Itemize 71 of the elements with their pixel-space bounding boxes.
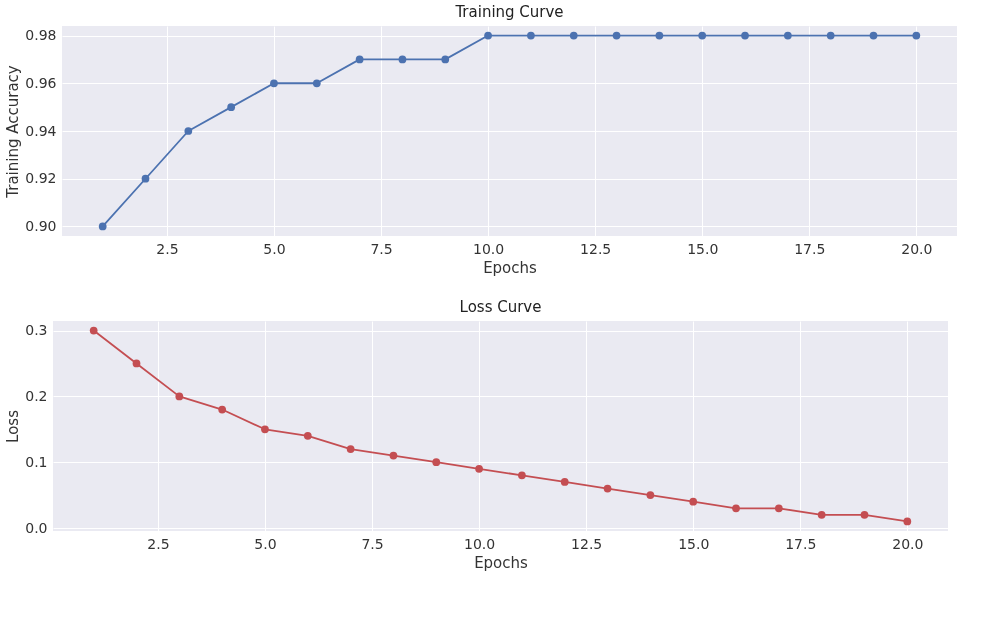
y-axis-title: Training Accuracy bbox=[4, 65, 23, 199]
point bbox=[646, 491, 655, 499]
y-tick-label: 0.90 bbox=[25, 217, 57, 234]
point bbox=[869, 31, 878, 40]
y-axis-title: Loss bbox=[4, 409, 23, 443]
point bbox=[698, 31, 707, 40]
point bbox=[175, 392, 184, 401]
y-tick-label: 0.0 bbox=[25, 519, 48, 536]
x-axis-title: Epochs bbox=[483, 258, 538, 277]
point bbox=[817, 511, 826, 519]
point bbox=[227, 103, 236, 111]
point bbox=[774, 504, 783, 513]
y-tick-label: 0.94 bbox=[25, 122, 57, 139]
y-tick-label: 0.1 bbox=[25, 453, 48, 470]
x-tick-label: 15.0 bbox=[687, 240, 719, 257]
point bbox=[346, 445, 355, 453]
x-tick-label: 12.5 bbox=[571, 535, 603, 552]
y-tick-label: 0.98 bbox=[25, 27, 57, 44]
y-tick-label: 0.96 bbox=[25, 74, 57, 91]
point bbox=[741, 31, 749, 40]
x-tick-label: 15.0 bbox=[678, 535, 710, 552]
point bbox=[560, 478, 569, 486]
point bbox=[261, 425, 269, 434]
point bbox=[132, 359, 141, 368]
point bbox=[569, 31, 578, 40]
point bbox=[218, 405, 227, 414]
point bbox=[303, 432, 312, 440]
point bbox=[141, 174, 150, 183]
x-tick-label: 2.5 bbox=[156, 240, 179, 257]
point bbox=[527, 31, 535, 40]
x-tick-label: 5.0 bbox=[254, 535, 277, 552]
point bbox=[612, 31, 621, 40]
point bbox=[518, 471, 526, 480]
x-tick-label: 5.0 bbox=[263, 240, 286, 257]
point bbox=[655, 31, 664, 40]
x-tick-label: 7.5 bbox=[361, 535, 384, 552]
x-tick-label: 12.5 bbox=[580, 240, 612, 257]
x-tick-label: 17.5 bbox=[785, 535, 817, 552]
chart-title: Training Curve bbox=[454, 3, 564, 21]
point bbox=[860, 511, 869, 519]
x-tick-label: 17.5 bbox=[794, 240, 826, 257]
point bbox=[398, 55, 407, 64]
y-tick-label: 0.2 bbox=[25, 387, 48, 404]
point bbox=[783, 31, 792, 40]
point bbox=[912, 31, 921, 40]
point bbox=[475, 464, 483, 473]
point bbox=[826, 31, 835, 40]
y-tick-label: 0.3 bbox=[25, 322, 48, 339]
x-tick-label: 20.0 bbox=[892, 535, 924, 552]
point bbox=[89, 326, 98, 335]
point bbox=[689, 497, 698, 506]
x-axis-title: Epochs bbox=[474, 553, 529, 572]
x-tick-label: 10.0 bbox=[473, 240, 505, 257]
point bbox=[441, 55, 450, 64]
point bbox=[184, 127, 193, 135]
point bbox=[732, 504, 740, 513]
point bbox=[355, 55, 364, 64]
point bbox=[270, 79, 278, 88]
point bbox=[98, 222, 107, 231]
point bbox=[389, 451, 398, 460]
point bbox=[603, 484, 612, 493]
point bbox=[432, 458, 441, 467]
point bbox=[484, 31, 492, 40]
x-tick-label: 2.5 bbox=[147, 535, 170, 552]
x-tick-label: 10.0 bbox=[464, 535, 496, 552]
point bbox=[312, 79, 321, 88]
chart-title: Loss Curve bbox=[459, 298, 542, 316]
point bbox=[903, 517, 912, 526]
y-tick-label: 0.92 bbox=[25, 170, 57, 187]
x-tick-label: 7.5 bbox=[370, 240, 393, 257]
x-tick-label: 20.0 bbox=[901, 240, 933, 257]
